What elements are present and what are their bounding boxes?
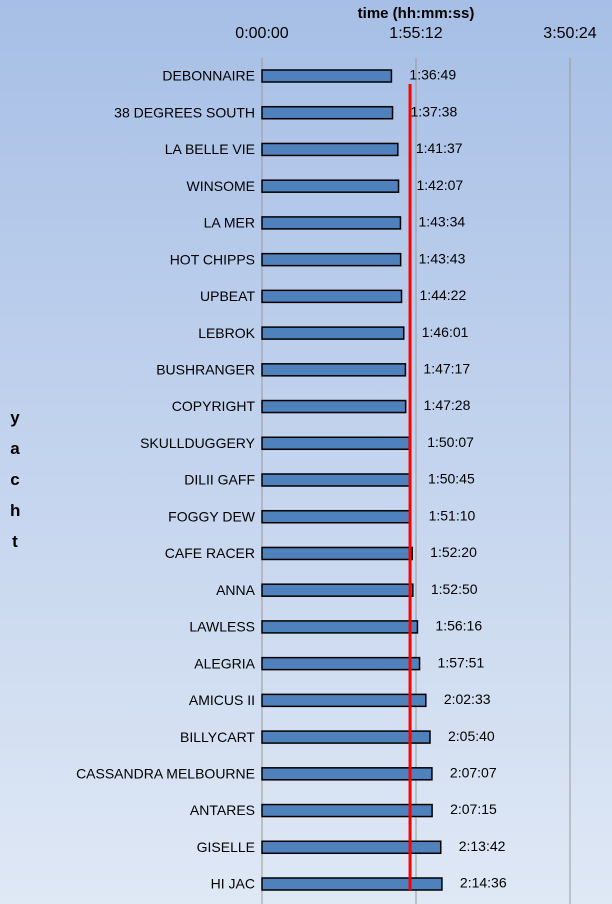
y-tick-label: CASSANDRA MELBOURNE [76,766,255,782]
value-label: 1:50:45 [428,471,475,487]
value-label: 2:14:36 [460,875,507,891]
bar [261,289,403,304]
y-tick-label: AMICUS II [189,692,255,708]
y-tick-label: CAFE RACER [165,545,255,561]
value-label: 1:47:17 [423,361,470,377]
y-tick-label: HOT CHIPPS [170,251,255,267]
value-label: 1:56:16 [435,618,482,634]
y-tick-label: WINSOME [187,178,255,194]
x-tick-label: 1:55:12 [389,25,442,42]
value-label: 1:52:20 [430,544,477,560]
value-label: 1:43:43 [419,250,466,266]
y-tick-label: BILLYCART [180,729,255,745]
y-tick-label: FOGGY DEW [168,508,256,524]
y-tick-label: ALEGRIA [194,655,255,671]
value-label: 1:42:07 [417,177,464,193]
x-tick-label: 0:00:00 [235,25,288,42]
x-axis-title: time (hh:mm:ss) [358,5,475,22]
value-label: 1:41:37 [416,140,463,156]
y-tick-label: GISELLE [197,839,255,855]
bar [261,69,393,83]
bar [261,399,407,414]
value-label: 2:07:07 [450,765,497,781]
y-tick-label: DILII GAFF [184,472,255,488]
bar [261,216,402,230]
bar [261,326,405,340]
bar [261,436,410,451]
y-tick-label: LA MER [204,215,255,231]
value-label: 1:47:28 [424,397,471,413]
bar [261,620,419,634]
value-label: 1:51:10 [429,507,476,523]
bar [261,877,443,891]
bar [261,730,431,744]
value-label: 1:52:50 [431,581,478,597]
value-label: 2:07:15 [450,801,497,817]
y-tick-label: LEBROK [198,325,255,341]
y-tick-label: UPBEAT [200,288,255,304]
bar [261,105,394,120]
value-label: 2:02:33 [444,691,491,707]
y-tick-label: BUSHRANGER [156,362,255,378]
bar [261,252,402,267]
bar [261,583,414,597]
y-tick-label: 38 DEGREES SOUTH [114,104,255,120]
value-label: 1:43:34 [418,214,465,230]
value-label: 1:44:22 [420,287,467,303]
value-label: 1:50:07 [427,434,474,450]
value-label: 2:13:42 [459,838,506,854]
y-tick-label: LA BELLE VIE [165,141,255,157]
y-tick-label: ANNA [216,582,256,598]
bar [261,840,442,855]
bar [261,363,407,377]
bar [261,179,400,193]
bar [261,142,399,157]
bar [261,656,421,671]
value-label: 1:46:01 [422,324,469,340]
value-label: 1:36:49 [409,67,456,83]
value-label: 2:05:40 [448,728,495,744]
bar [261,767,433,781]
bar [261,473,411,487]
bar [261,693,427,708]
value-label: 1:37:38 [411,103,458,119]
y-tick-label: LAWLESS [189,619,255,635]
y-tick-label: DEBONNAIRE [162,68,255,84]
x-tick-label: 3:50:24 [543,25,596,42]
bar [261,803,433,818]
y-tick-label: COPYRIGHT [172,398,256,414]
y-tick-label: HI JAC [211,876,255,892]
bar [261,509,412,524]
value-label: 1:57:51 [438,654,485,670]
y-tick-label: ANTARES [190,802,255,818]
bar [261,546,413,561]
y-tick-label: SKULLDUGGERY [140,435,256,451]
y-axis-title: yacht [10,408,21,551]
